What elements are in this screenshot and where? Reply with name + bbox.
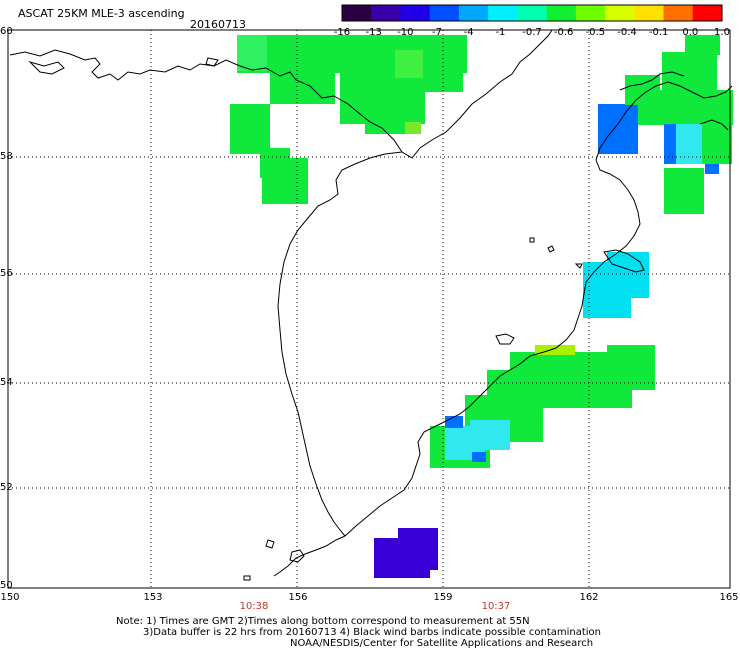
wind-cell — [270, 72, 335, 104]
wind-cell — [374, 538, 430, 578]
wind-cell — [405, 122, 421, 134]
wind-cell — [487, 370, 632, 408]
colorbar-label: -0.1 — [648, 27, 669, 38]
wind-cells — [230, 35, 733, 578]
colorbar-swatch — [429, 5, 460, 21]
wind-cell — [664, 168, 704, 214]
wind-cell — [445, 416, 463, 428]
colorbar-label: -10 — [397, 27, 414, 38]
time-label: 10:37 — [481, 601, 511, 612]
wind-cell — [237, 35, 467, 73]
wind-cell — [583, 262, 631, 318]
colorbar-label: -0.6 — [553, 27, 574, 38]
colorbar-swatch — [517, 5, 548, 21]
colorbar-border — [341, 4, 723, 22]
lon-label: 150 — [0, 592, 20, 603]
map-title: ASCAT 25KM MLE-3 ascending — [18, 7, 185, 20]
wind-cell — [395, 50, 423, 78]
colorbar-swatch — [342, 5, 372, 21]
lat-label: 54 — [0, 377, 13, 388]
wind-cell — [237, 35, 267, 71]
colorbar-label: -4 — [463, 27, 474, 38]
colorbar-swatch — [634, 5, 665, 21]
lon-label: 162 — [579, 592, 599, 603]
lat-label: 50 — [0, 580, 13, 591]
wind-cell — [472, 452, 486, 462]
colorbar-swatch — [458, 5, 489, 21]
time-label: 10:38 — [239, 601, 269, 612]
colorbar-swatch — [575, 5, 606, 21]
wind-cell — [470, 420, 510, 450]
lat-label: 58 — [0, 151, 13, 162]
colorbar-label: 0.0 — [682, 27, 699, 38]
lon-label: 159 — [433, 592, 453, 603]
colorbar-swatch — [605, 5, 635, 21]
colorbar-label: -0.5 — [585, 27, 606, 38]
colorbar-swatch — [400, 5, 431, 21]
wind-cell — [425, 72, 463, 92]
colorbar-label: -0.7 — [522, 27, 542, 38]
lat-lon-grid — [8, 30, 730, 588]
wind-cell — [262, 158, 308, 204]
colorbar-label: -0.4 — [617, 27, 637, 38]
wind-cell — [598, 104, 638, 154]
lat-label: 52 — [0, 482, 13, 493]
lon-label: 156 — [288, 592, 308, 603]
wind-cell — [340, 72, 425, 124]
lat-label: 60 — [0, 26, 13, 37]
lon-label: 153 — [143, 592, 163, 603]
colorbar-label: -13 — [365, 27, 382, 38]
wind-cell — [607, 345, 655, 355]
colorbar-label: 1.0 — [714, 27, 730, 38]
colorbar-swatch — [488, 5, 518, 21]
colorbar-label: -7 — [432, 27, 442, 38]
wind-cell — [664, 124, 676, 164]
map-frame — [7, 29, 731, 589]
note-line-3: NOAA/NESDIS/Center for Satellite Applica… — [290, 638, 594, 649]
colorbar-label: -16 — [333, 27, 351, 38]
colorbar — [341, 4, 723, 22]
note-line-2: 3)Data buffer is 22 hrs from 20160713 4)… — [143, 627, 601, 638]
wind-cell — [535, 345, 575, 355]
wind-cell — [230, 104, 270, 154]
lon-label: 165 — [719, 592, 739, 603]
colorbar-swatch — [663, 5, 694, 21]
colorbar-swatch — [546, 5, 577, 21]
note-line-1: Note: 1) Times are GMT 2)Times along bot… — [116, 616, 530, 627]
colorbar-swatch — [371, 5, 401, 21]
wind-cell — [685, 35, 720, 55]
coastline — [9, 29, 733, 581]
map-date: 20160713 — [190, 18, 246, 31]
lat-label: 56 — [0, 268, 13, 279]
wind-cell — [705, 164, 719, 174]
colorbar-swatch — [692, 5, 723, 21]
colorbar-label: -1 — [495, 27, 506, 38]
